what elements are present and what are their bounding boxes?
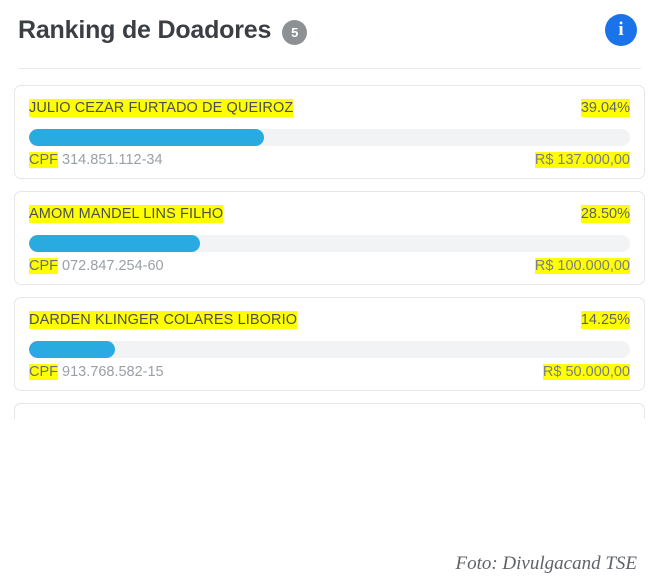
donor-cpf: CPF 314.851.112-34: [29, 152, 163, 169]
page-title: Ranking de Doadores: [18, 15, 272, 44]
donor-percent: 14.25%: [580, 311, 630, 330]
donation-amount: R$ 137.000,00: [534, 152, 630, 169]
photo-caption-bar: Foto: Divulgacand TSE: [0, 542, 659, 586]
donor-footer-row: CPF 913.768.582-15 R$ 50.000,00: [29, 364, 630, 381]
cpf-number: 314.851.112-34: [62, 152, 163, 169]
cpf-label: CPF: [29, 152, 58, 169]
donor-name: JULIO CEZAR FURTADO DE QUEIROZ: [29, 99, 294, 118]
donor-name: DARDEN KLINGER COLARES LIBORIO: [29, 311, 298, 330]
list-item[interactable]: AMOM MANDEL LINS FILHO 28.50% CPF 072.84…: [14, 191, 645, 286]
donor-header-row: DARDEN KLINGER COLARES LIBORIO 14.25%: [29, 311, 630, 330]
donor-percent: 28.50%: [580, 205, 630, 224]
cpf-number: 072.847.254-60: [62, 258, 164, 275]
cpf-label: CPF: [29, 258, 58, 275]
list-item[interactable]: JULIO CEZAR FURTADO DE QUEIROZ 39.04% CP…: [14, 85, 645, 180]
donation-progress-fill: [29, 235, 201, 253]
donor-percent: 39.04%: [580, 99, 630, 118]
donation-progress-fill: [29, 129, 264, 147]
donor-count-badge: 5: [282, 19, 308, 45]
donation-progress-fill: [29, 341, 115, 359]
donor-cpf: CPF 072.847.254-60: [29, 258, 164, 275]
title-group: Ranking de Doadores 5: [18, 15, 308, 45]
page-header: Ranking de Doadores 5 i: [0, 0, 659, 46]
header-divider: [18, 68, 641, 69]
donor-header-row: AMOM MANDEL LINS FILHO 28.50%: [29, 205, 630, 224]
cpf-number: 913.768.582-15: [62, 364, 164, 381]
list-item[interactable]: DARDEN KLINGER COLARES LIBORIO 14.25% CP…: [14, 297, 645, 392]
donor-cpf: CPF 913.768.582-15: [29, 364, 164, 381]
donor-name: AMOM MANDEL LINS FILHO: [29, 205, 224, 224]
info-icon[interactable]: i: [605, 14, 637, 46]
donor-header-row: JULIO CEZAR FURTADO DE QUEIROZ 39.04%: [29, 99, 630, 118]
donation-progress-track: [29, 341, 630, 359]
donation-amount: R$ 50.000,00: [542, 364, 630, 381]
donor-ranking-list: JULIO CEZAR FURTADO DE QUEIROZ 39.04% CP…: [0, 69, 659, 420]
donor-footer-row: CPF 314.851.112-34 R$ 137.000,00: [29, 152, 630, 169]
donation-amount: R$ 100.000,00: [534, 258, 630, 275]
donation-progress-track: [29, 235, 630, 253]
photo-caption: Foto: Divulgacand TSE: [455, 553, 637, 574]
cpf-label: CPF: [29, 364, 58, 381]
donation-progress-track: [29, 129, 630, 147]
list-item[interactable]: [14, 403, 645, 420]
donor-footer-row: CPF 072.847.254-60 R$ 100.000,00: [29, 258, 630, 275]
